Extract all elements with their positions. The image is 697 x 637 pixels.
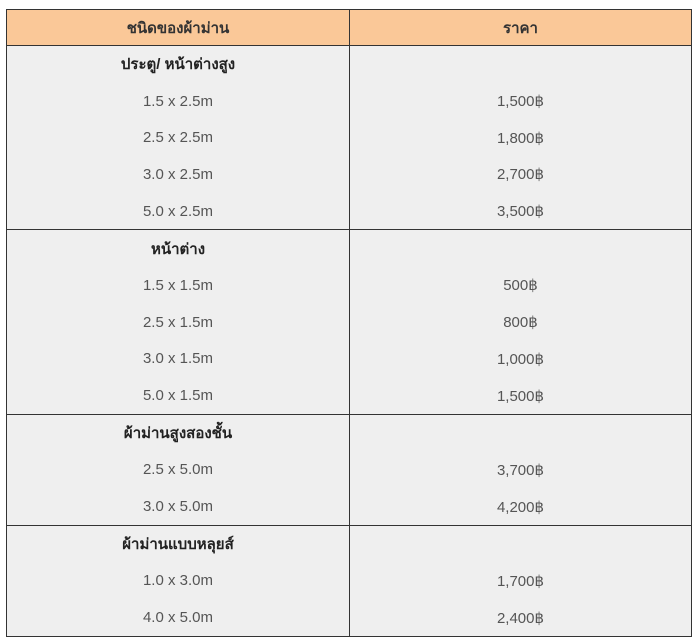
size-cell: 3.0 x 2.5m	[6, 156, 350, 193]
size-cell: 1.5 x 1.5m	[6, 267, 350, 304]
curtain-price-table: ชนิดของผ้าม่าน ราคา ประตู/ หน้าต่างสูง 1.…	[6, 9, 692, 637]
table-row: 4.0 x 5.0m 2,400฿	[6, 599, 692, 637]
size-cell: 3.0 x 1.5m	[6, 340, 350, 378]
header-price: ราคา	[349, 9, 692, 46]
empty-cell	[349, 524, 692, 563]
size-cell: 1.0 x 3.0m	[6, 562, 350, 600]
group-title-row: ประตู/ หน้าต่างสูง	[6, 44, 692, 83]
empty-cell	[349, 44, 692, 83]
size-cell: 3.0 x 5.0m	[6, 488, 350, 526]
curtain-group: ผ้าม่านแบบหลุยส์ 1.0 x 3.0m 1,700฿ 4.0 x 5.…	[6, 524, 692, 637]
size-cell: 2.5 x 2.5m	[6, 119, 350, 157]
group-title-row: ผ้าม่านสูงสองชั้น	[6, 413, 692, 452]
table-row: 5.0 x 2.5m 3,500฿	[6, 192, 692, 231]
table-row: 1.5 x 1.5m 500฿	[6, 267, 692, 304]
table-row: 3.0 x 5.0m 4,200฿	[6, 488, 692, 526]
size-cell: 2.5 x 1.5m	[6, 303, 350, 341]
group-title-row: หน้าต่าง	[6, 229, 692, 268]
size-cell: 4.0 x 5.0m	[6, 599, 350, 637]
curtain-group: ประตู/ หน้าต่างสูง 1.5 x 2.5m 1,500฿ 2.5 x …	[6, 44, 692, 231]
curtain-group: หน้าต่าง 1.5 x 1.5m 500฿ 2.5 x 1.5m 800฿ 3.0 …	[6, 229, 692, 415]
table-row: 2.5 x 5.0m 3,700฿	[6, 451, 692, 489]
group-title: หน้าต่าง	[6, 229, 350, 268]
group-title: ผ้าม่านแบบหลุยส์	[6, 524, 350, 563]
price-cell: 1,800฿	[349, 119, 692, 157]
price-cell: 2,700฿	[349, 156, 692, 193]
table-row: 1.0 x 3.0m 1,700฿	[6, 562, 692, 600]
table-row: 3.0 x 1.5m 1,000฿	[6, 340, 692, 378]
size-cell: 5.0 x 1.5m	[6, 377, 350, 415]
price-cell: 1,500฿	[349, 377, 692, 415]
price-cell: 1,500฿	[349, 82, 692, 120]
table-row: 3.0 x 2.5m 2,700฿	[6, 156, 692, 193]
group-title: ผ้าม่านสูงสองชั้น	[6, 413, 350, 452]
price-cell: 800฿	[349, 303, 692, 341]
price-cell: 2,400฿	[349, 599, 692, 637]
price-cell: 3,700฿	[349, 451, 692, 489]
table-row: 2.5 x 2.5m 1,800฿	[6, 119, 692, 157]
empty-cell	[349, 413, 692, 452]
size-cell: 5.0 x 2.5m	[6, 192, 350, 231]
price-cell: 3,500฿	[349, 192, 692, 231]
group-title: ประตู/ หน้าต่างสูง	[6, 44, 350, 83]
header-row: ชนิดของผ้าม่าน ราคา	[6, 9, 692, 46]
table-row: 5.0 x 1.5m 1,500฿	[6, 377, 692, 415]
group-title-row: ผ้าม่านแบบหลุยส์	[6, 524, 692, 563]
price-cell: 1,700฿	[349, 562, 692, 600]
empty-cell	[349, 229, 692, 268]
price-cell: 4,200฿	[349, 488, 692, 526]
price-cell: 1,000฿	[349, 340, 692, 378]
header-curtain-type: ชนิดของผ้าม่าน	[6, 9, 350, 46]
table-row: 1.5 x 2.5m 1,500฿	[6, 82, 692, 120]
table-row: 2.5 x 1.5m 800฿	[6, 303, 692, 341]
price-cell: 500฿	[349, 267, 692, 304]
size-cell: 2.5 x 5.0m	[6, 451, 350, 489]
curtain-group: ผ้าม่านสูงสองชั้น 2.5 x 5.0m 3,700฿ 3.0 x 5…	[6, 413, 692, 526]
size-cell: 1.5 x 2.5m	[6, 82, 350, 120]
